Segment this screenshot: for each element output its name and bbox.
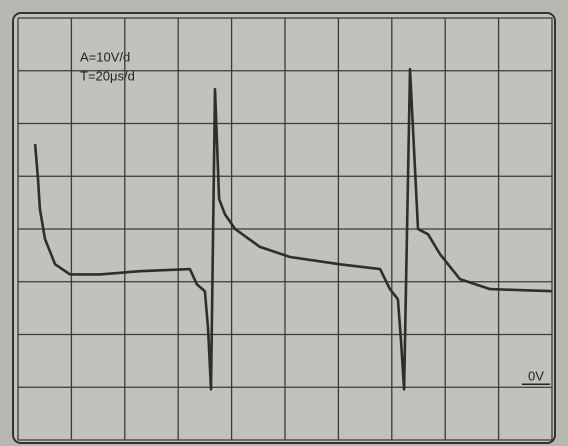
oscilloscope-screen: A=10V/d T=20μs/d 0V — [0, 0, 568, 446]
page: A=10V/d T=20μs/d 0V (() => { const data … — [0, 0, 568, 446]
zero-marker-label: 0V — [528, 369, 544, 384]
amplitude-label: A=10V/d — [80, 49, 130, 64]
